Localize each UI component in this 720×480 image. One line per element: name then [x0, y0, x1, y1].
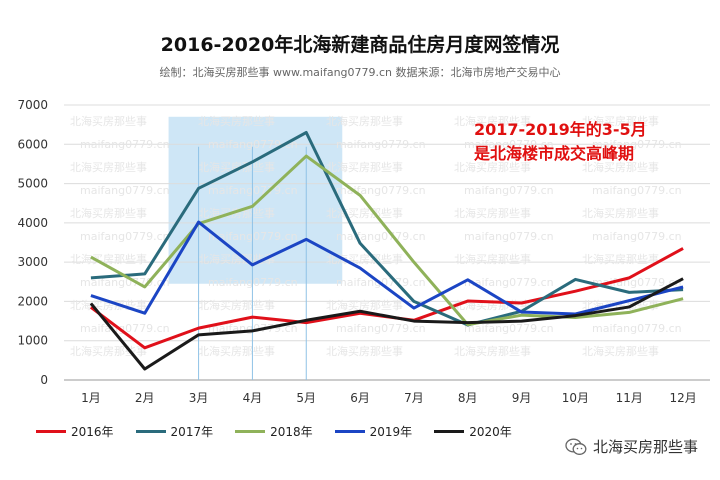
watermark-text: 北海买房那些事: [454, 160, 531, 174]
watermark-text: maifang0779.cn: [464, 184, 554, 197]
watermark-text: maifang0779.cn: [464, 322, 554, 335]
watermark-text: 北海买房那些事: [454, 344, 531, 358]
watermark-text: 北海买房那些事: [454, 114, 531, 128]
y-tick-label: 3000: [17, 255, 48, 269]
watermark-text: maifang0779.cn: [592, 184, 682, 197]
y-tick-label: 5000: [17, 177, 48, 191]
x-tick-label: 10月: [562, 391, 589, 405]
watermark-text: maifang0779.cn: [464, 276, 554, 289]
legend-label: 2018年: [270, 425, 313, 439]
watermark-text: maifang0779.cn: [592, 276, 682, 289]
x-tick-label: 9月: [512, 391, 532, 405]
series-line-2018年: [90, 154, 684, 327]
watermark-text: 北海买房那些事: [326, 252, 403, 266]
legend-item-2019[interactable]: 2019年: [334, 423, 413, 440]
legend-swatch: [36, 430, 66, 433]
chart-title: 2016-2020年北海新建商品住房月度网签情况: [160, 34, 560, 56]
legend-item-2016[interactable]: 2016年: [36, 423, 114, 440]
x-tick-label: 2月: [135, 391, 155, 405]
legend-label: 2017年: [170, 425, 214, 439]
legend-item-2018[interactable]: 2018年: [235, 423, 313, 440]
annotation-text: 是北海楼市成交高峰期: [473, 144, 634, 163]
watermark-text: 北海买房那些事: [326, 344, 403, 358]
watermark-text: maifang0779.cn: [208, 138, 298, 151]
watermark-text: 北海买房那些事: [326, 114, 403, 128]
watermark-text: 北海买房那些事: [70, 252, 147, 266]
watermark-text: 北海买房那些事: [582, 252, 659, 266]
legend-swatch: [334, 430, 365, 433]
watermark-text: maifang0779.cn: [80, 138, 170, 151]
y-tick-label: 6000: [17, 137, 48, 151]
watermark-text: 北海买房那些事: [198, 344, 275, 358]
legend-item-2020[interactable]: 2020年: [434, 423, 512, 440]
watermark-text: maifang0779.cn: [336, 138, 426, 151]
legend-item-2017[interactable]: 2017年: [135, 423, 214, 440]
legend-swatch: [235, 430, 266, 433]
series-line-2020年: [89, 277, 684, 371]
y-tick-label: 1000: [17, 334, 48, 348]
watermark-text: 北海买房那些事: [582, 160, 659, 174]
watermark-text: 北海买房那些事: [70, 206, 147, 220]
legend-swatch: [135, 430, 166, 433]
x-tick-label: 5月: [296, 391, 316, 405]
x-tick-label: 3月: [189, 391, 209, 405]
watermark-text: 北海买房那些事: [70, 160, 147, 174]
x-tick-label: 11月: [616, 391, 643, 405]
watermark-text: 北海买房那些事: [582, 114, 659, 128]
watermark-text: 北海买房那些事: [326, 160, 403, 174]
watermark-text: maifang0779.cn: [80, 184, 170, 197]
watermark-text: maifang0779.cn: [464, 230, 554, 243]
y-tick-label: 0: [40, 373, 48, 387]
chart-subtitle: 绘制：北海买房那些事 www.maifang0779.cn 数据来源：北海市房地…: [159, 66, 561, 79]
series-line-2019年: [90, 220, 684, 316]
watermark-text: maifang0779.cn: [592, 138, 682, 151]
x-tick-label: 6月: [350, 391, 370, 405]
x-tick-label: 4月: [243, 391, 263, 405]
x-tick-label: 1月: [81, 391, 101, 405]
watermark-text: 北海买房那些事: [582, 206, 659, 220]
y-tick-label: 7000: [17, 98, 48, 112]
wechat-icon: [565, 438, 587, 455]
brand-badge: 北海买房那些事: [565, 436, 698, 457]
legend-label: 2016年: [71, 425, 114, 439]
x-tick-label: 12月: [669, 391, 696, 405]
legend-label: 2019年: [369, 425, 413, 439]
watermark-text: maifang0779.cn: [592, 230, 682, 243]
x-tick-label: 7月: [404, 391, 424, 405]
watermark-text: 北海买房那些事: [198, 160, 275, 174]
legend-swatch: [434, 430, 465, 433]
watermark-text: maifang0779.cn: [80, 322, 170, 335]
watermark-text: 北海买房那些事: [70, 114, 147, 128]
y-tick-label: 4000: [17, 216, 48, 230]
watermark-text: 北海买房那些事: [198, 114, 275, 128]
chart-legend: 2016年 2017年 2018年 2019年 2020年: [36, 423, 512, 440]
y-tick-label: 2000: [17, 294, 48, 308]
watermark-text: 北海买房那些事: [582, 344, 659, 358]
series-line-2017年: [90, 131, 684, 327]
watermark-text: maifang0779.cn: [592, 322, 682, 335]
watermark-text: 北海买房那些事: [198, 298, 275, 312]
watermark-text: 北海买房那些事: [454, 206, 531, 220]
annotation-text: 2017-2019年的3-5月: [474, 120, 647, 139]
watermark-text: 北海买房那些事: [326, 206, 403, 220]
watermark-text: maifang0779.cn: [336, 322, 426, 335]
watermark-text: maifang0779.cn: [464, 138, 554, 151]
watermark-text: maifang0779.cn: [80, 230, 170, 243]
brand-name: 北海买房那些事: [592, 438, 698, 456]
watermark-text: 北海买房那些事: [326, 298, 403, 312]
x-tick-label: 8月: [458, 391, 478, 405]
watermark-text: maifang0779.cn: [336, 230, 426, 243]
legend-label: 2020年: [469, 425, 512, 439]
watermark-text: 北海买房那些事: [454, 252, 531, 266]
